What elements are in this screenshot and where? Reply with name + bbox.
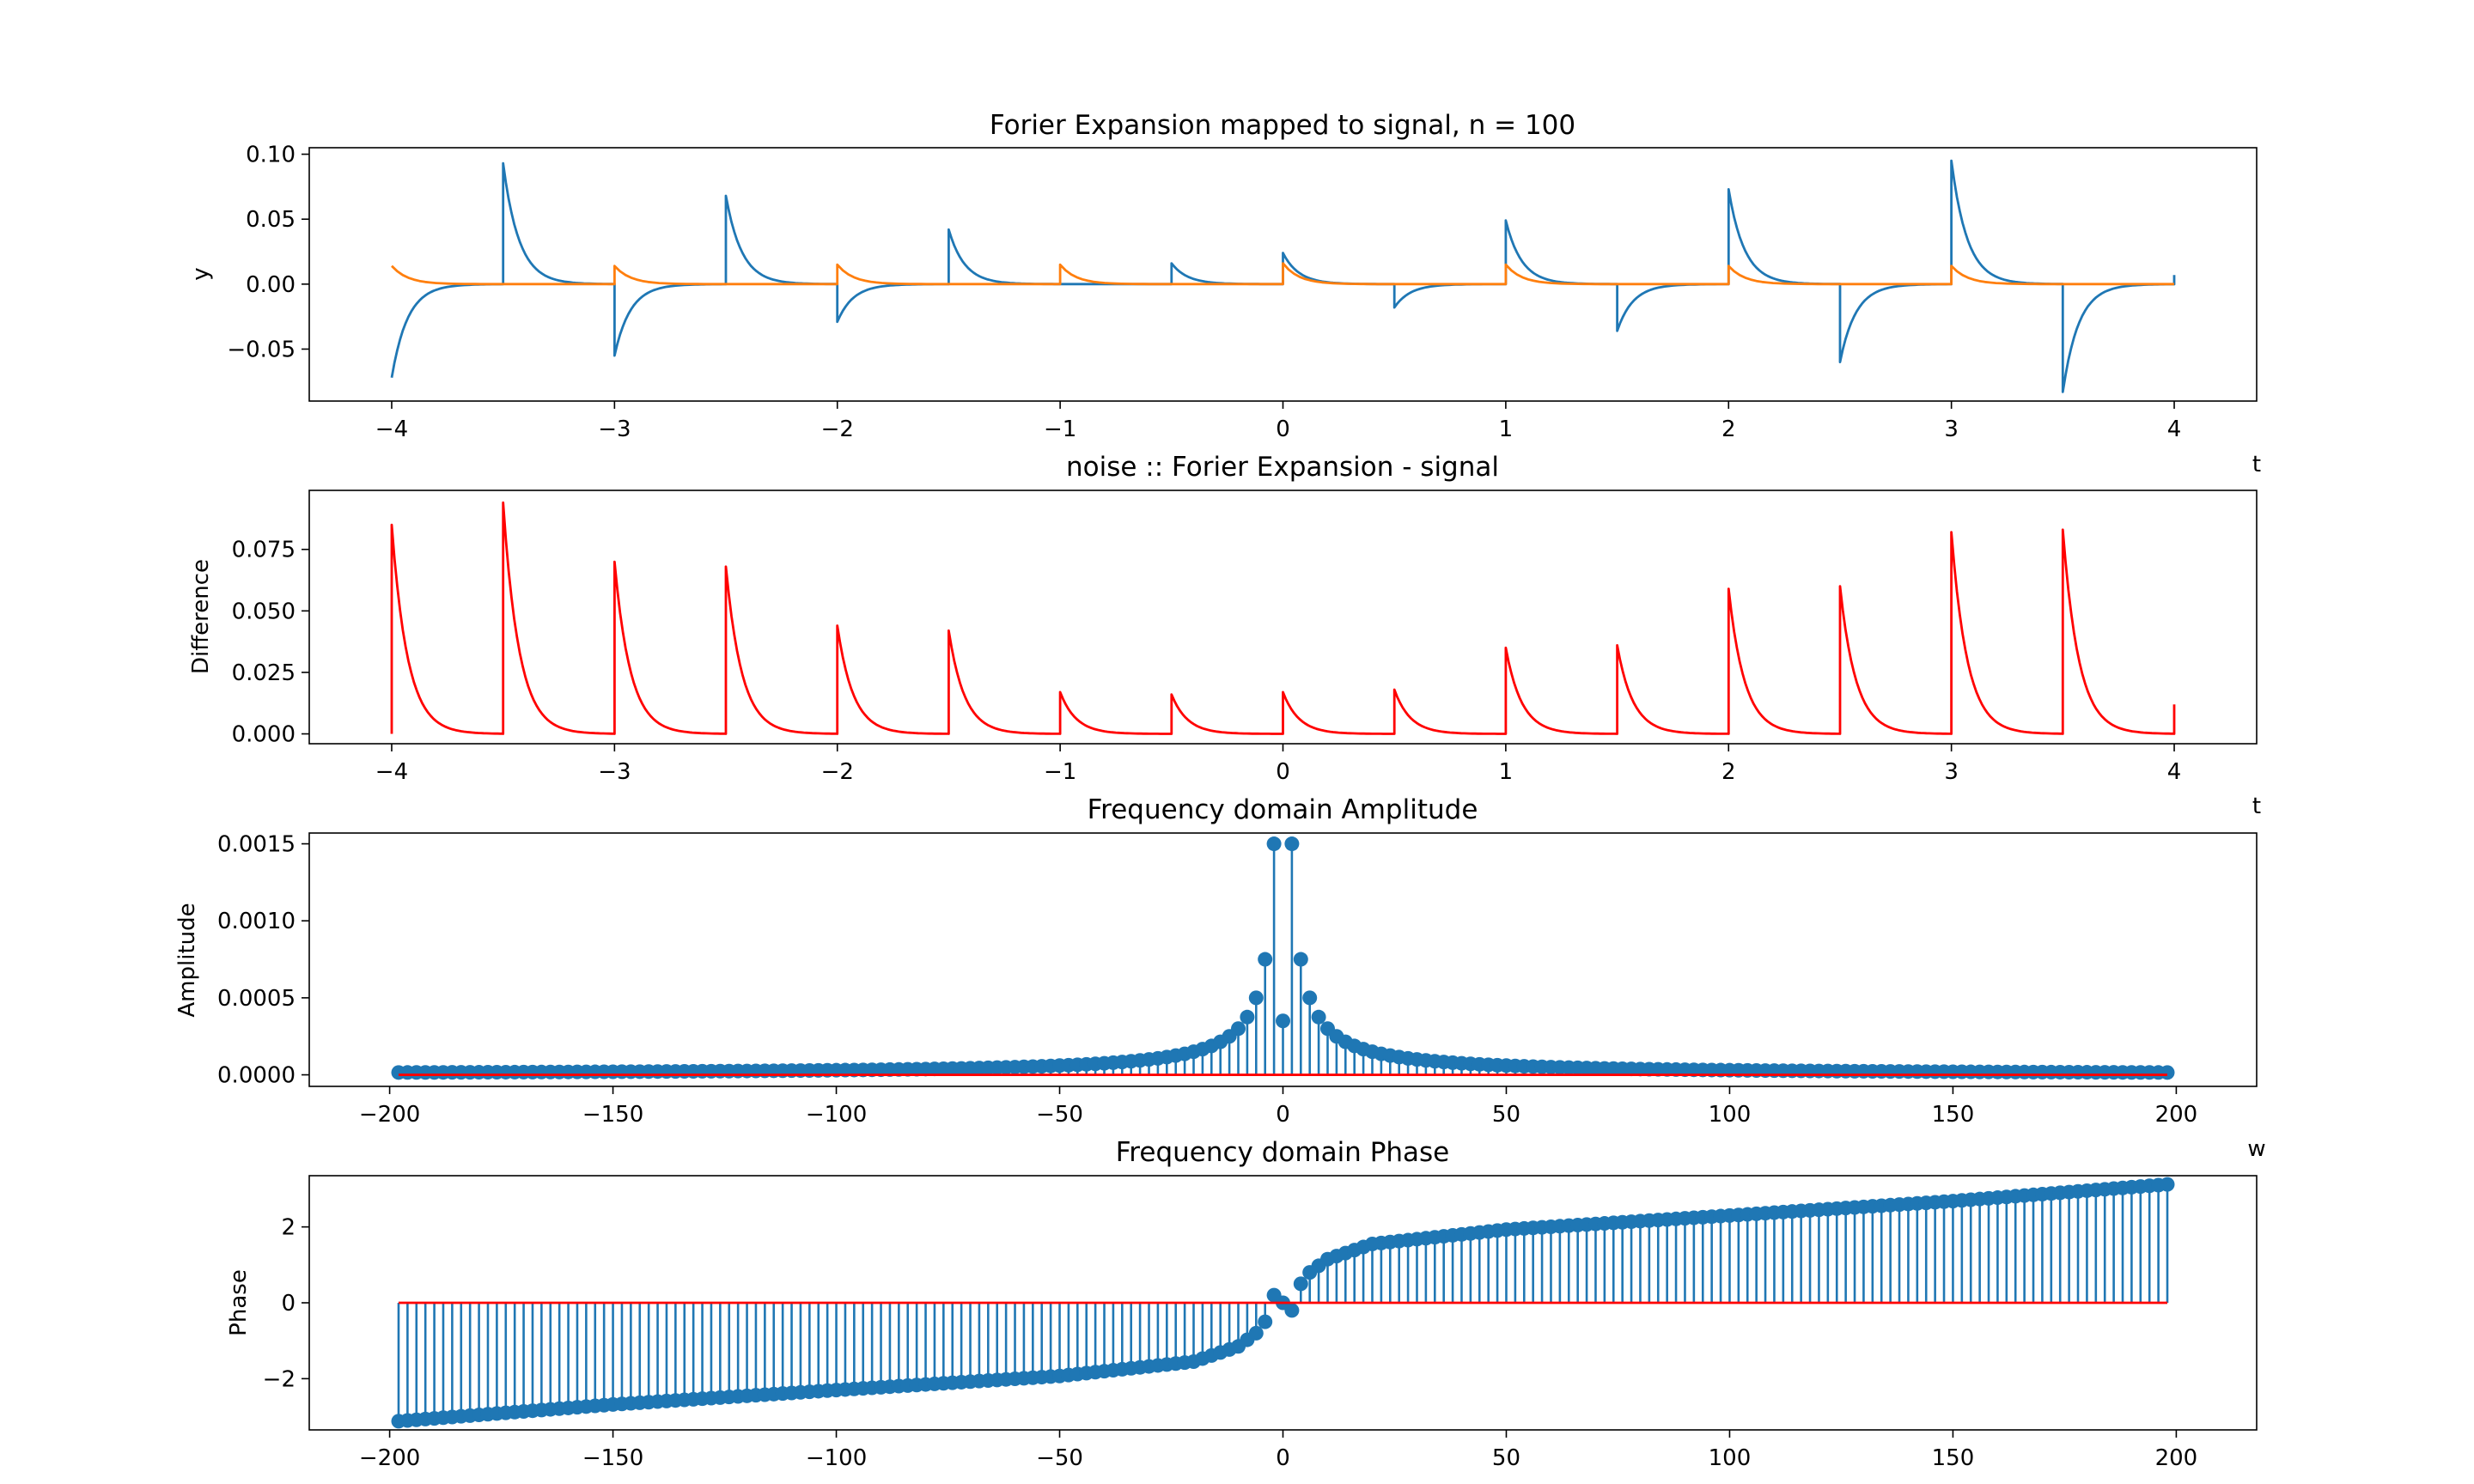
- subplot-difference-xtick-label: 1: [1499, 759, 1514, 785]
- subplot-amplitude-ylabel: Amplitude: [174, 903, 200, 1017]
- subplot-phase-plot: −200 −150 −100 −50 0 50 100 150 200 −2 0 2: [263, 1175, 2258, 1471]
- subplot-signal-ylabel: y: [188, 267, 214, 280]
- phase-marker: [1258, 1314, 1273, 1329]
- subplot-difference-ytick-label: 0.000: [232, 722, 296, 748]
- subplot-phase-xtick-label: −50: [1036, 1445, 1083, 1471]
- amplitude-marker: [1248, 990, 1264, 1006]
- amplitude-marker: [1284, 836, 1300, 852]
- amplitude-marker: [1240, 1009, 1255, 1025]
- subplot-phase-xtick-label: −100: [806, 1445, 867, 1471]
- subplot-difference-plot: −4 −3 −2 −1 0 1 2 3 4 0.000 0.025 0.050 0.075: [232, 490, 2258, 785]
- subplot-phase-ytick-label: 2: [281, 1215, 296, 1241]
- subplot-phase-xtick-label: 50: [1492, 1445, 1520, 1471]
- subplot-amplitude-ytick-label: 0.0010: [217, 909, 296, 934]
- phase-marker: [1284, 1303, 1300, 1318]
- subplot-signal-xtick-label: −4: [375, 417, 408, 442]
- subplot-phase-title: Frequency domain Phase: [1116, 1137, 1450, 1168]
- subplot-signal-plot: −4 −3 −2 −1 0 1 2 3 4 −0.05 0.00 0.05 0.10: [227, 143, 2258, 442]
- subplot-amplitude-xtick-label: −150: [582, 1102, 643, 1128]
- subplot-signal-xtick-label: −2: [821, 417, 854, 442]
- subplot-difference-xtick-label: 3: [1944, 759, 1959, 785]
- subplot-amplitude: Frequency domain Amplitude w Amplitude −…: [174, 794, 2266, 1162]
- subplot-signal-axes-frame: [308, 147, 2258, 402]
- subplot-difference: noise :: Forier Expansion - signal t Dif…: [188, 452, 2261, 819]
- subplot-phase-ytick-label: −2: [263, 1366, 296, 1392]
- subplot-amplitude-xtick-label: −200: [359, 1102, 420, 1128]
- subplot-phase: Frequency domain Phase w Phase −200−150−…: [226, 1137, 2266, 1484]
- subplot-signal-xtick-label: 1: [1499, 417, 1514, 442]
- subplot-phase-xtick-label: 150: [1932, 1445, 1975, 1471]
- subplot-phase-xtick-label: −200: [359, 1445, 420, 1471]
- subplot-phase-xtick-label: 200: [2155, 1445, 2198, 1471]
- amplitude-marker: [1231, 1021, 1246, 1037]
- subplot-amplitude-ytick-label: 0.0000: [217, 1063, 296, 1089]
- subplot-phase-xtick-label: 100: [1709, 1445, 1752, 1471]
- subplot-difference-title: noise :: Forier Expansion - signal: [1066, 452, 1499, 483]
- subplot-amplitude-xtick-label: −50: [1036, 1102, 1083, 1128]
- phase-marker: [1293, 1276, 1308, 1292]
- amplitude-marker: [1276, 1013, 1290, 1029]
- subplot-signal: Forier Expansion mapped to signal, n = 1…: [188, 110, 2261, 477]
- subplot-difference-xtick-label: 2: [1721, 759, 1736, 785]
- subplot-difference-xtick-label: 4: [2167, 759, 2182, 785]
- subplot-difference-ylabel: Difference: [188, 559, 214, 674]
- amplitude-marker: [1266, 836, 1282, 852]
- subplot-amplitude-axes-frame: [308, 832, 2258, 1087]
- subplot-amplitude-xtick-label: 0: [1276, 1102, 1290, 1128]
- amplitude-marker: [1293, 952, 1308, 967]
- subplot-signal-xtick-label: 3: [1944, 417, 1959, 442]
- subplot-signal-xlabel: t: [2252, 452, 2261, 477]
- phase-marker: [2160, 1177, 2175, 1192]
- subplot-amplitude-xtick-label: 50: [1492, 1102, 1520, 1128]
- amplitude-marker: [1311, 1009, 1326, 1025]
- subplot-amplitude-xlabel: w: [2247, 1136, 2265, 1162]
- subplot-signal-series-line-1: [391, 262, 2174, 286]
- subplot-amplitude-xtick-label: 200: [2155, 1102, 2198, 1128]
- subplot-difference-axes-frame: [308, 490, 2258, 745]
- subplot-difference-xtick-label: 0: [1276, 759, 1290, 785]
- subplot-signal-title: Forier Expansion mapped to signal, n = 1…: [990, 110, 1575, 141]
- subplot-amplitude-plot: −200 −150 −100 −50 0 50 100 150 200 0.0000 0.0005 0…: [217, 832, 2258, 1128]
- subplot-signal-xtick-label: 4: [2167, 417, 2182, 442]
- subplot-signal-ytick-label: 0.10: [246, 143, 296, 168]
- subplot-signal-xtick-label: 2: [1721, 417, 1736, 442]
- amplitude-marker: [2160, 1065, 2175, 1080]
- subplot-difference-series-line-0: [390, 501, 2176, 735]
- subplot-difference-ytick-label: 0.050: [232, 599, 296, 624]
- amplitude-marker: [1258, 952, 1273, 967]
- subplot-difference-xlabel: t: [2252, 794, 2261, 819]
- subplot-signal-ytick-label: −0.05: [227, 337, 296, 362]
- subplot-signal-xtick-label: 0: [1276, 417, 1290, 442]
- subplot-difference-xtick-label: −2: [821, 759, 854, 785]
- subplot-signal-ytick-label: 0.05: [246, 207, 296, 233]
- subplot-amplitude-xtick-label: 100: [1709, 1102, 1752, 1128]
- subplot-phase-xtick-label: 0: [1276, 1445, 1290, 1471]
- subplot-difference-ytick-label: 0.025: [232, 660, 296, 686]
- subplot-signal-ytick-label: 0.00: [246, 272, 296, 298]
- subplot-difference-xtick-label: −3: [598, 759, 631, 785]
- subplot-difference-xtick-label: −4: [375, 759, 408, 785]
- subplot-phase-ylabel: Phase: [226, 1269, 252, 1336]
- subplot-amplitude-xtick-label: −100: [806, 1102, 867, 1128]
- subplot-phase-axes-frame: [308, 1175, 2258, 1431]
- subplot-signal-xtick-label: −3: [598, 417, 631, 442]
- subplot-phase-xlabel: w: [2247, 1479, 2265, 1484]
- phase-marker: [1248, 1325, 1264, 1341]
- subplot-difference-xtick-label: −1: [1044, 759, 1076, 785]
- subplot-amplitude-ytick-label: 0.0015: [217, 832, 296, 858]
- subplot-signal-xtick-label: −1: [1044, 417, 1076, 442]
- subplot-difference-ytick-label: 0.075: [232, 538, 296, 563]
- subplot-phase-ytick-label: 0: [281, 1291, 296, 1317]
- amplitude-marker: [1302, 990, 1318, 1006]
- subplot-amplitude-title: Frequency domain Amplitude: [1088, 794, 1478, 825]
- subplot-amplitude-xtick-label: 150: [1932, 1102, 1975, 1128]
- subplot-amplitude-ytick-label: 0.0005: [217, 986, 296, 1012]
- subplot-phase-xtick-label: −150: [582, 1445, 643, 1471]
